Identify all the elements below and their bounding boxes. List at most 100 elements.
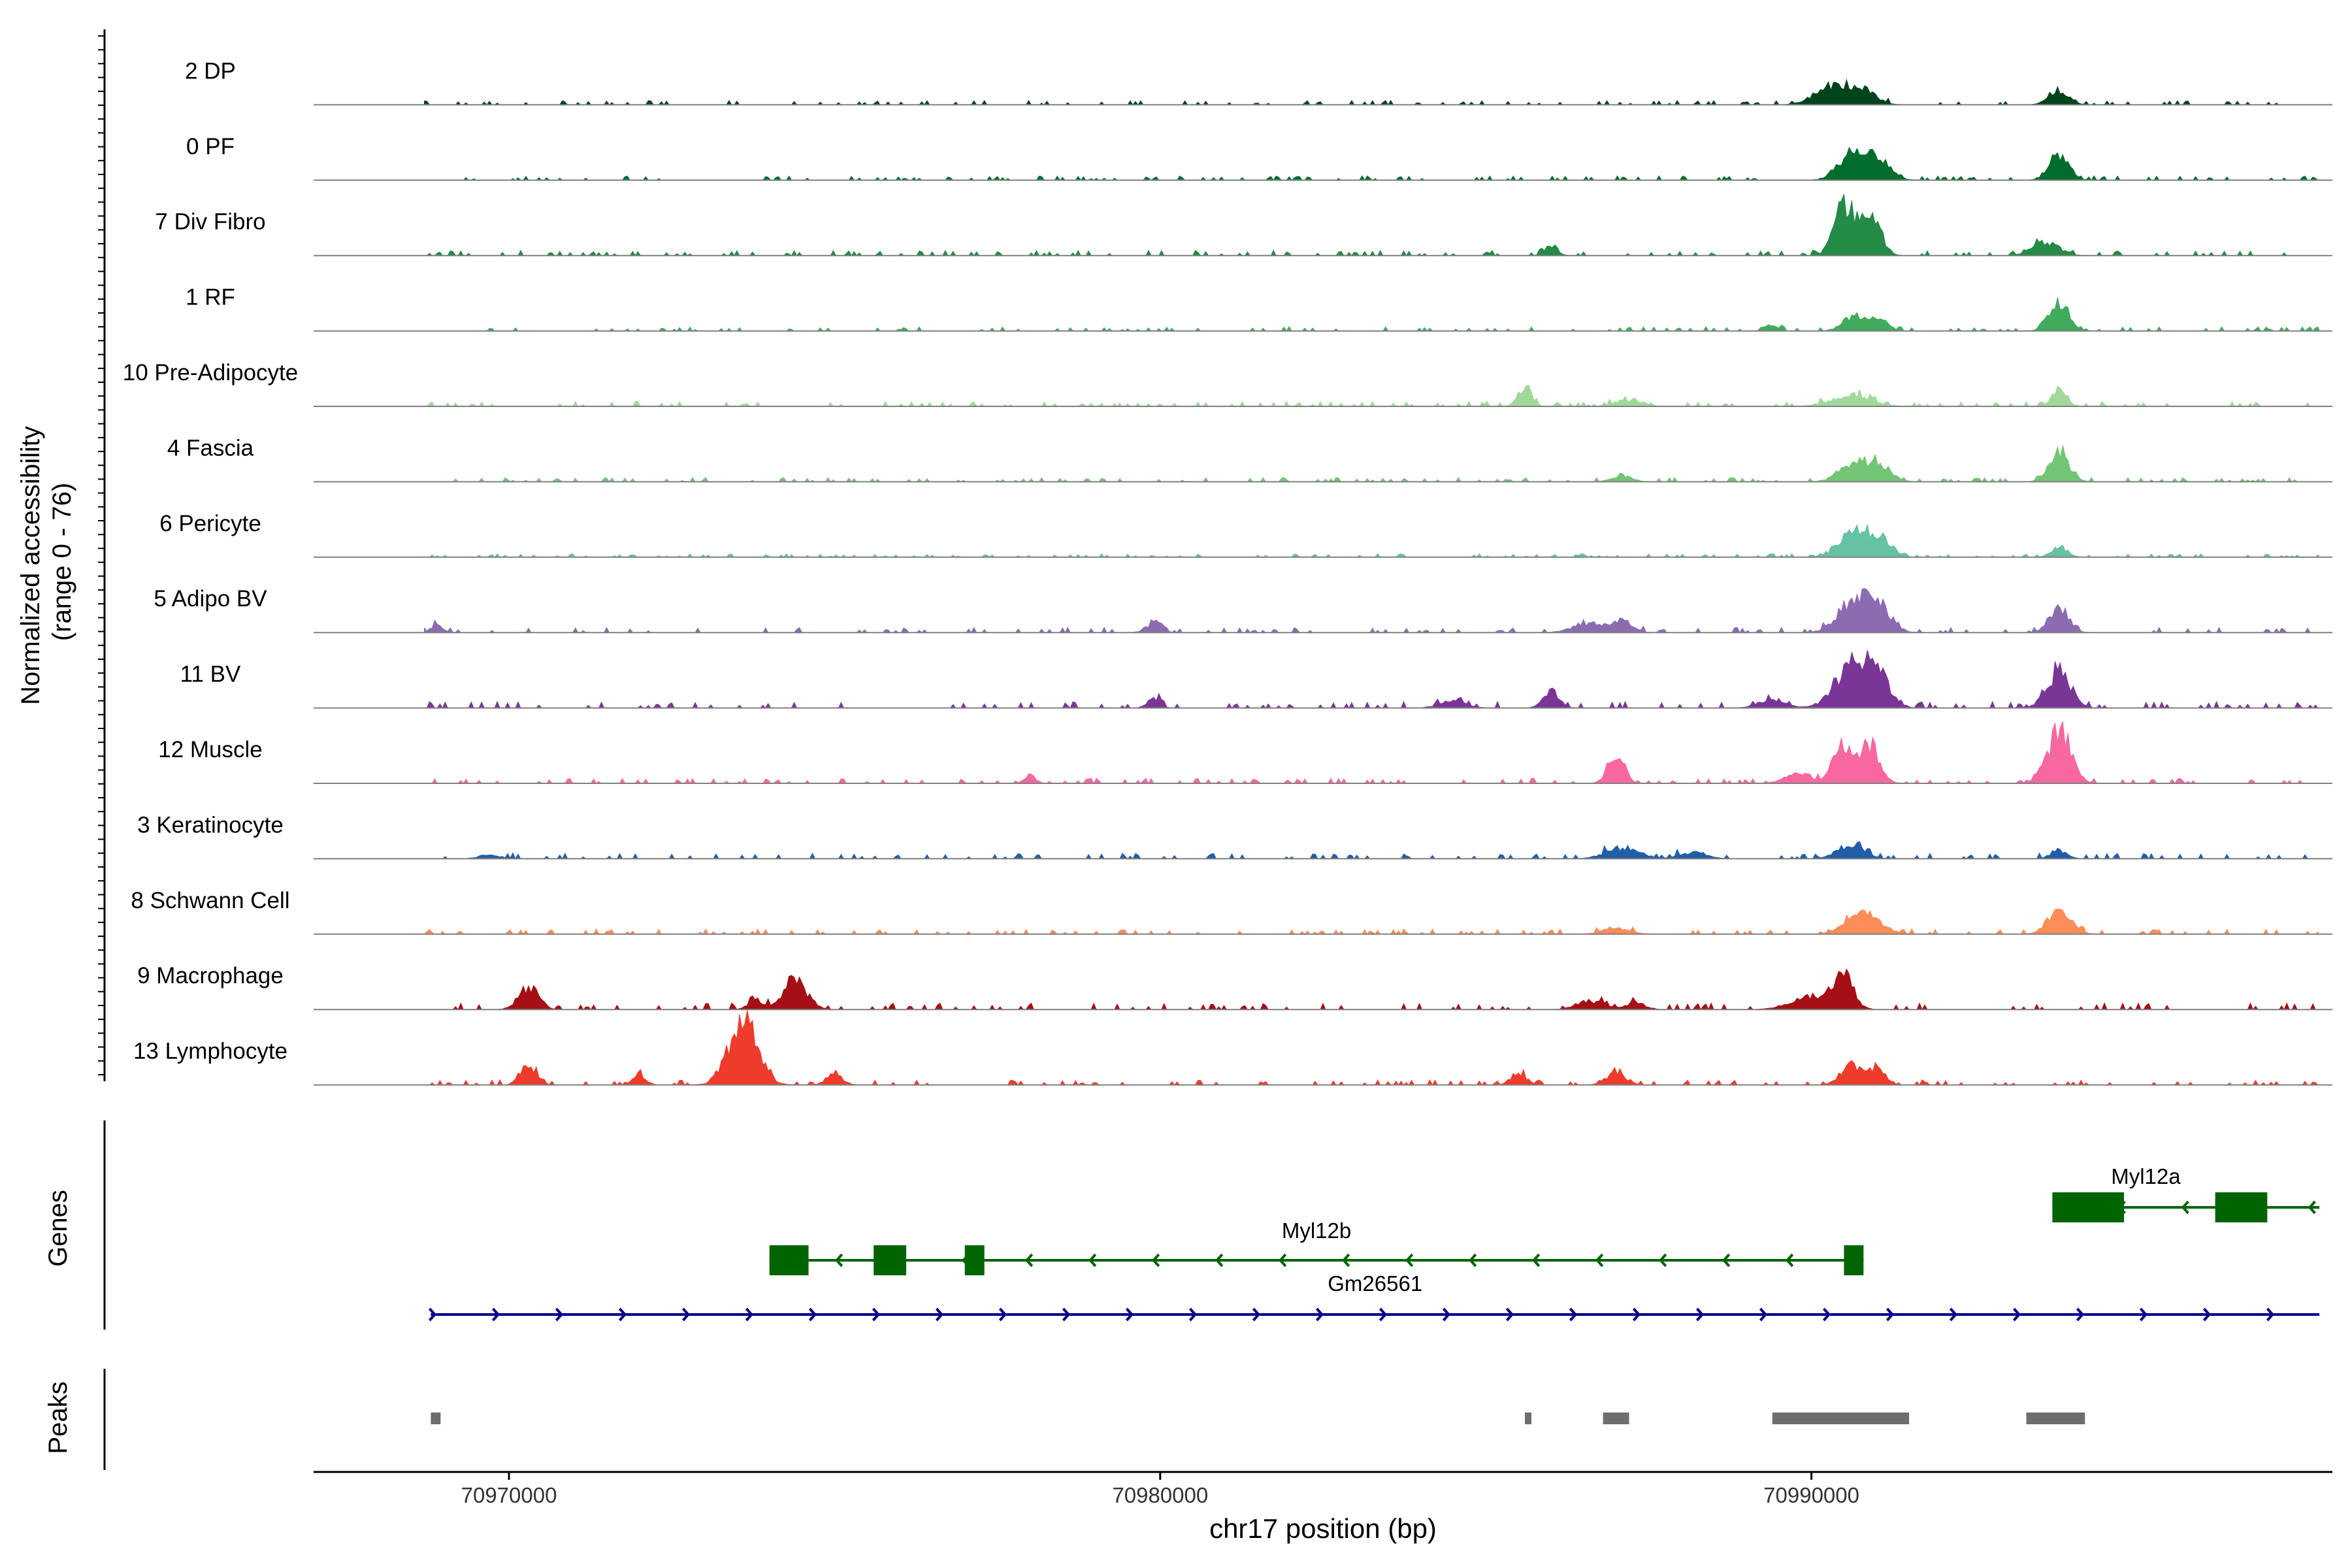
strand-arrow — [2139, 1307, 2148, 1322]
genes-y-axis-label: Genes — [44, 1190, 73, 1267]
x-tick-label: 70980000 — [1112, 1483, 1208, 1507]
strand-arrow — [1659, 1253, 1667, 1267]
track-label: 7 Div Fibro — [155, 209, 265, 235]
coverage-track: 12 Muscle — [158, 720, 2332, 785]
peak-region — [1603, 1413, 1629, 1424]
coverage-area — [423, 908, 2321, 935]
strand-arrow — [935, 1307, 944, 1322]
gene-label: Myl12b — [1282, 1218, 1351, 1243]
exon — [874, 1245, 907, 1275]
gene-label: Gm26561 — [1328, 1271, 1422, 1296]
strand-arrow — [1188, 1307, 1198, 1322]
strand-arrow — [2266, 1307, 2275, 1322]
coverage-area — [424, 297, 2320, 332]
coverage-track: 2 DP — [185, 58, 2332, 106]
strand-arrow — [1062, 1307, 1071, 1322]
coverage-y-axis-label-line2: (range 0 - 76) — [48, 483, 76, 641]
strand-arrow — [1252, 1307, 1261, 1322]
strand-arrow — [1695, 1307, 1705, 1322]
genes-panel: Myl12b Myl12a Gm26561 — [103, 1120, 2320, 1330]
strand-arrow — [2012, 1307, 2021, 1322]
track-label: 12 Muscle — [158, 737, 263, 762]
track-label: 2 DP — [185, 58, 236, 84]
strand-arrow — [1722, 1253, 1731, 1267]
coverage-track: 11 BV — [180, 650, 2332, 709]
peak-region — [2026, 1413, 2085, 1424]
coverage-panel: 2 DP 0 PF 7 Div Fibro 1 RF 10 Pre-Adipocyte 4… — [98, 29, 2332, 1086]
strand-arrow — [1632, 1307, 1641, 1322]
exon — [769, 1245, 809, 1275]
coverage-track: 8 Schwann Cell — [131, 888, 2332, 935]
strand-arrow — [1532, 1253, 1541, 1267]
coverage-track: 10 Pre-Adipocyte — [123, 360, 2332, 407]
coverage-area — [424, 523, 2320, 558]
strand-arrow — [491, 1307, 500, 1322]
strand-arrow — [1595, 1253, 1604, 1267]
x-axis-label: chr17 position (bp) — [1209, 1513, 1437, 1544]
peak-region — [1772, 1413, 1910, 1424]
exon — [964, 1245, 985, 1275]
track-label: 5 Adipo BV — [154, 586, 267, 612]
track-label: 0 PF — [186, 134, 235, 159]
coverage-area — [424, 841, 2320, 860]
coverage-track: 13 Lymphocyte — [133, 1010, 2332, 1086]
track-label: 1 RF — [186, 285, 235, 310]
coverage-area — [424, 385, 2320, 407]
strand-arrow — [681, 1307, 691, 1322]
coverage-area — [424, 146, 2320, 181]
strand-arrow — [2076, 1307, 2085, 1322]
exon — [2215, 1192, 2268, 1222]
coverage-y-axis-label: Normalized accessibility (range 0 - 76) — [16, 419, 76, 705]
coverage-track: 4 Fascia — [167, 435, 2332, 483]
peak-region — [1525, 1413, 1531, 1424]
strand-arrow — [1822, 1307, 1831, 1322]
gene-model: Gm26561 — [428, 1271, 2320, 1322]
coverage-area — [424, 968, 2320, 1011]
exon — [1844, 1245, 1864, 1275]
strand-arrow — [1949, 1307, 1958, 1322]
gene-label: Myl12a — [2111, 1164, 2181, 1188]
strand-arrow — [2181, 1200, 2189, 1215]
strand-arrow — [1088, 1253, 1097, 1267]
coverage-track: 3 Keratinocyte — [137, 812, 2332, 860]
coverage-track: 6 Pericyte — [159, 511, 2332, 558]
track-label: 11 BV — [180, 662, 241, 687]
strand-arrow — [1379, 1307, 1388, 1322]
coverage-area — [424, 193, 2320, 257]
strand-arrow — [1125, 1307, 1134, 1322]
gene-model: Myl12b — [769, 1218, 1864, 1275]
gene-model: Myl12a — [2052, 1164, 2320, 1222]
coverage-track: 5 Adipo BV — [154, 586, 2332, 634]
strand-arrow — [618, 1307, 627, 1322]
x-tick-label: 70990000 — [1763, 1483, 1859, 1507]
coverage-area — [424, 588, 2320, 634]
peaks-panel — [103, 1369, 2085, 1470]
track-label: 13 Lymphocyte — [133, 1039, 287, 1064]
track-label: 6 Pericyte — [159, 511, 261, 536]
strand-arrow — [1759, 1307, 1768, 1322]
strand-arrow — [2202, 1307, 2212, 1322]
coverage-track: 1 RF — [186, 285, 2332, 332]
coverage-track: 0 PF — [186, 134, 2332, 181]
strand-arrow — [1315, 1307, 1324, 1322]
strand-arrow — [872, 1307, 881, 1322]
strand-arrow — [1279, 1253, 1287, 1267]
strand-arrow — [428, 1307, 437, 1322]
strand-arrow — [808, 1307, 817, 1322]
strand-arrow — [745, 1307, 754, 1322]
strand-arrow — [1342, 1253, 1350, 1267]
coverage-area — [424, 78, 2320, 106]
strand-arrow — [1215, 1253, 1224, 1267]
strand-arrow — [1405, 1253, 1414, 1267]
exon — [2052, 1192, 2125, 1222]
strand-arrow — [1505, 1307, 1514, 1322]
strand-arrow — [1569, 1307, 1578, 1322]
track-label: 9 Macrophage — [137, 963, 284, 988]
coverage-y-axis-label-line1: Normalized accessibility — [16, 426, 45, 705]
track-label: 4 Fascia — [167, 435, 254, 461]
x-axis: 70970000 70980000 70990000 — [314, 1471, 2332, 1507]
track-label: 10 Pre-Adipocyte — [123, 360, 298, 385]
peaks-y-axis-label: Peaks — [44, 1381, 73, 1454]
track-label: 3 Keratinocyte — [137, 812, 284, 838]
